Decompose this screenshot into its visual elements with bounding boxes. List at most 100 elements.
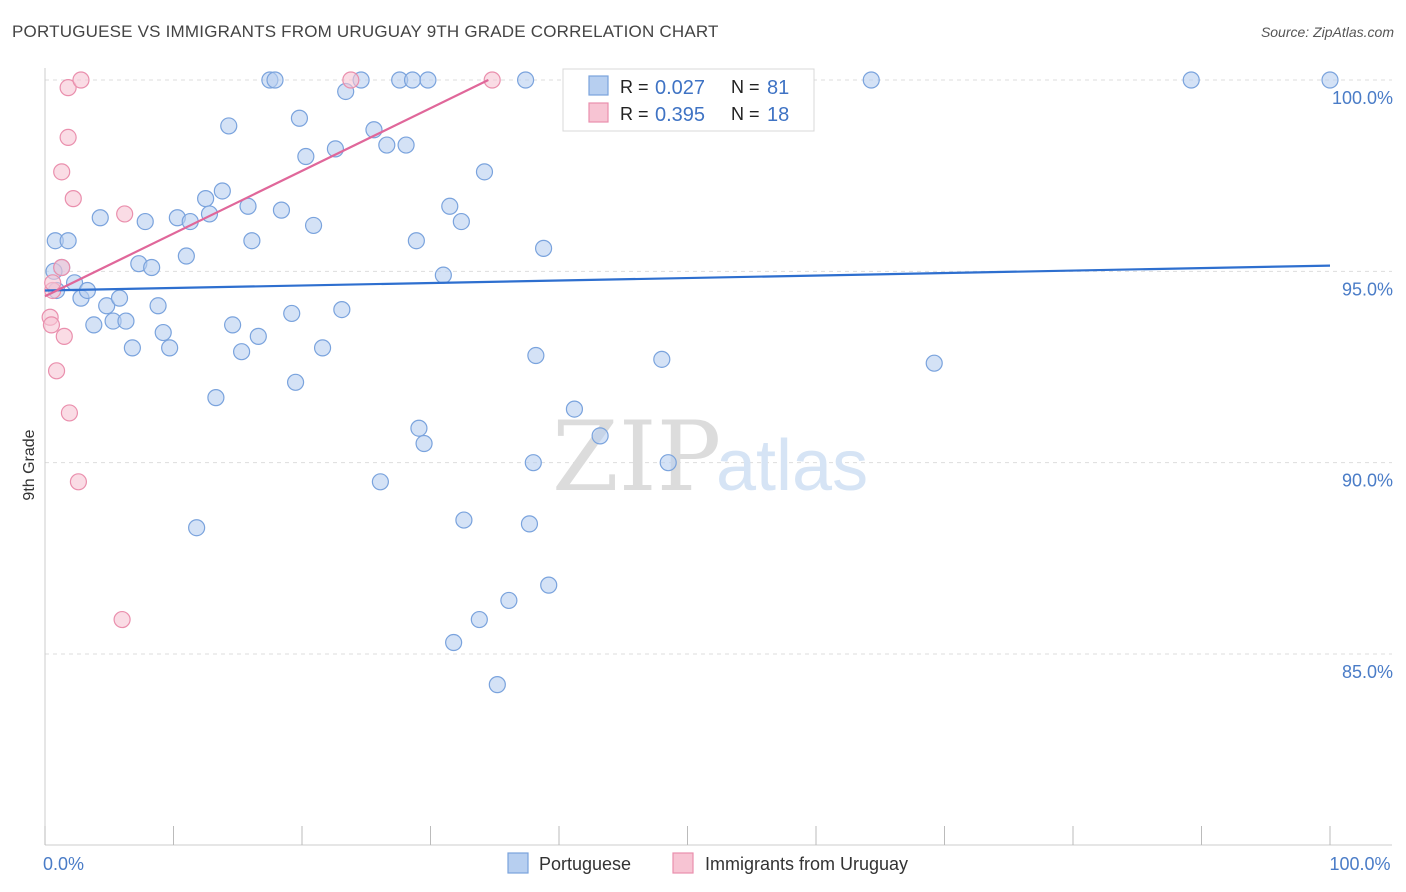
uruguay-point-5 bbox=[116, 205, 134, 223]
portuguese-point-35 bbox=[272, 201, 291, 219]
portuguese-trend-line bbox=[44, 264, 1331, 292]
portuguese-point-65 bbox=[516, 71, 535, 89]
portuguese-point-14 bbox=[136, 212, 154, 231]
source-label: Source: ZipAtlas.com bbox=[1260, 24, 1394, 40]
legend-box: R = 0.027 N = 81 R = 0.395 N = 18 bbox=[562, 68, 815, 132]
portuguese-point-78 bbox=[1321, 71, 1339, 89]
portuguese-point-57 bbox=[441, 197, 459, 215]
trend-layer bbox=[44, 79, 1331, 298]
portuguese-point-40 bbox=[304, 216, 323, 235]
portuguese-point-52 bbox=[407, 232, 425, 250]
watermark-zip: ZIP bbox=[552, 401, 721, 513]
portuguese-point-12 bbox=[123, 339, 141, 357]
portuguese-point-77 bbox=[1182, 71, 1200, 89]
portuguese-point-22 bbox=[188, 519, 206, 537]
portuguese-point-59 bbox=[452, 212, 470, 231]
portuguese-point-31 bbox=[243, 232, 261, 250]
portuguese-point-75 bbox=[862, 71, 880, 89]
uruguay-point-13 bbox=[69, 473, 88, 491]
legend-n-value-1: 81 bbox=[767, 77, 789, 99]
portuguese-point-17 bbox=[154, 323, 172, 342]
uruguay-point-11 bbox=[47, 362, 66, 380]
portuguese-point-11 bbox=[117, 312, 135, 330]
legend-swatch-pink bbox=[588, 102, 609, 123]
y-tick-label-3: 85.0% bbox=[1342, 662, 1393, 682]
bottom-legend: Portuguese Immigrants from Uruguay bbox=[507, 852, 908, 874]
uruguay-point-17 bbox=[44, 274, 62, 292]
portuguese-point-36 bbox=[283, 304, 301, 323]
portuguese-point-41 bbox=[313, 339, 332, 357]
portuguese-point-34 bbox=[266, 71, 284, 89]
portuguese-point-63 bbox=[488, 676, 506, 694]
uruguay-point-16 bbox=[483, 71, 501, 89]
watermark: ZIP atlas bbox=[552, 401, 868, 513]
y-tick-label-2: 90.0% bbox=[1342, 471, 1393, 491]
portuguese-point-6 bbox=[85, 316, 103, 334]
portuguese-point-37 bbox=[286, 373, 305, 391]
legend-r-label-1: R = bbox=[620, 77, 649, 97]
uruguay-point-10 bbox=[55, 327, 73, 345]
uruguay-point-3 bbox=[53, 163, 71, 181]
portuguese-point-10 bbox=[110, 289, 129, 307]
legend-n-value-2: 18 bbox=[767, 104, 789, 126]
portuguese-point-1 bbox=[59, 232, 77, 250]
uruguay-point-4 bbox=[64, 190, 82, 208]
x-tick-label-0: 0.0% bbox=[43, 854, 84, 874]
portuguese-point-18 bbox=[161, 339, 179, 357]
uruguay-point-2 bbox=[59, 128, 77, 146]
legend-n-label-1: N = bbox=[731, 77, 760, 97]
portuguese-point-28 bbox=[224, 316, 242, 334]
portuguese-point-16 bbox=[149, 297, 167, 315]
portuguese-point-58 bbox=[445, 633, 463, 652]
portuguese-point-73 bbox=[653, 350, 671, 368]
portuguese-point-25 bbox=[207, 389, 225, 407]
portuguese-point-54 bbox=[415, 434, 433, 453]
bottom-legend-label-portuguese: Portuguese bbox=[539, 854, 631, 874]
portuguese-point-27 bbox=[220, 117, 238, 135]
uruguay-point-12 bbox=[60, 404, 79, 422]
portuguese-point-26 bbox=[213, 182, 231, 200]
y-axis-label: 9th Grade bbox=[21, 429, 38, 500]
portuguese-point-70 bbox=[540, 576, 558, 594]
portuguese-point-20 bbox=[177, 247, 195, 265]
uruguay-point-0 bbox=[59, 79, 77, 97]
portuguese-point-67 bbox=[524, 454, 542, 472]
y-tick-label-0: 100.0% bbox=[1332, 88, 1393, 108]
legend-swatch-blue bbox=[588, 75, 609, 96]
portuguese-point-39 bbox=[297, 147, 315, 166]
portuguese-point-29 bbox=[233, 343, 251, 361]
points-layer bbox=[41, 71, 1339, 694]
chart-title: PORTUGUESE VS IMMIGRANTS FROM URUGUAY 9T… bbox=[12, 22, 719, 41]
portuguese-point-23 bbox=[197, 190, 215, 208]
uruguay-point-14 bbox=[113, 610, 131, 629]
portuguese-point-50 bbox=[397, 136, 415, 154]
legend-r-value-2: 0.395 bbox=[655, 104, 705, 126]
uruguay-trend-line bbox=[44, 79, 489, 298]
portuguese-point-43 bbox=[333, 301, 351, 319]
uruguay-point-15 bbox=[342, 71, 360, 89]
y-tick-label-1: 95.0% bbox=[1342, 279, 1393, 299]
portuguese-point-56 bbox=[434, 266, 452, 284]
portuguese-point-76 bbox=[925, 354, 943, 372]
portuguese-point-15 bbox=[143, 258, 161, 277]
watermark-atlas: atlas bbox=[716, 426, 868, 506]
portuguese-point-55 bbox=[419, 71, 437, 89]
portuguese-point-74 bbox=[659, 454, 677, 472]
grid-layer bbox=[45, 79, 1392, 655]
portuguese-point-61 bbox=[470, 610, 488, 629]
bottom-legend-swatch-uruguay bbox=[672, 852, 694, 874]
portuguese-point-48 bbox=[378, 136, 396, 154]
portuguese-point-60 bbox=[455, 511, 473, 529]
portuguese-point-66 bbox=[520, 515, 539, 533]
portuguese-point-47 bbox=[371, 473, 389, 491]
axis-layer: 100.0% 95.0% 90.0% 85.0% 0.0% 100.0% bbox=[43, 68, 1393, 874]
portuguese-point-69 bbox=[534, 239, 553, 257]
uruguay-point-1 bbox=[72, 71, 90, 89]
legend-n-label-2: N = bbox=[731, 104, 760, 124]
portuguese-point-71 bbox=[565, 400, 584, 418]
legend-r-label-2: R = bbox=[620, 104, 649, 124]
portuguese-point-64 bbox=[500, 591, 518, 610]
portuguese-point-8 bbox=[98, 297, 116, 315]
portuguese-point-32 bbox=[249, 327, 267, 345]
